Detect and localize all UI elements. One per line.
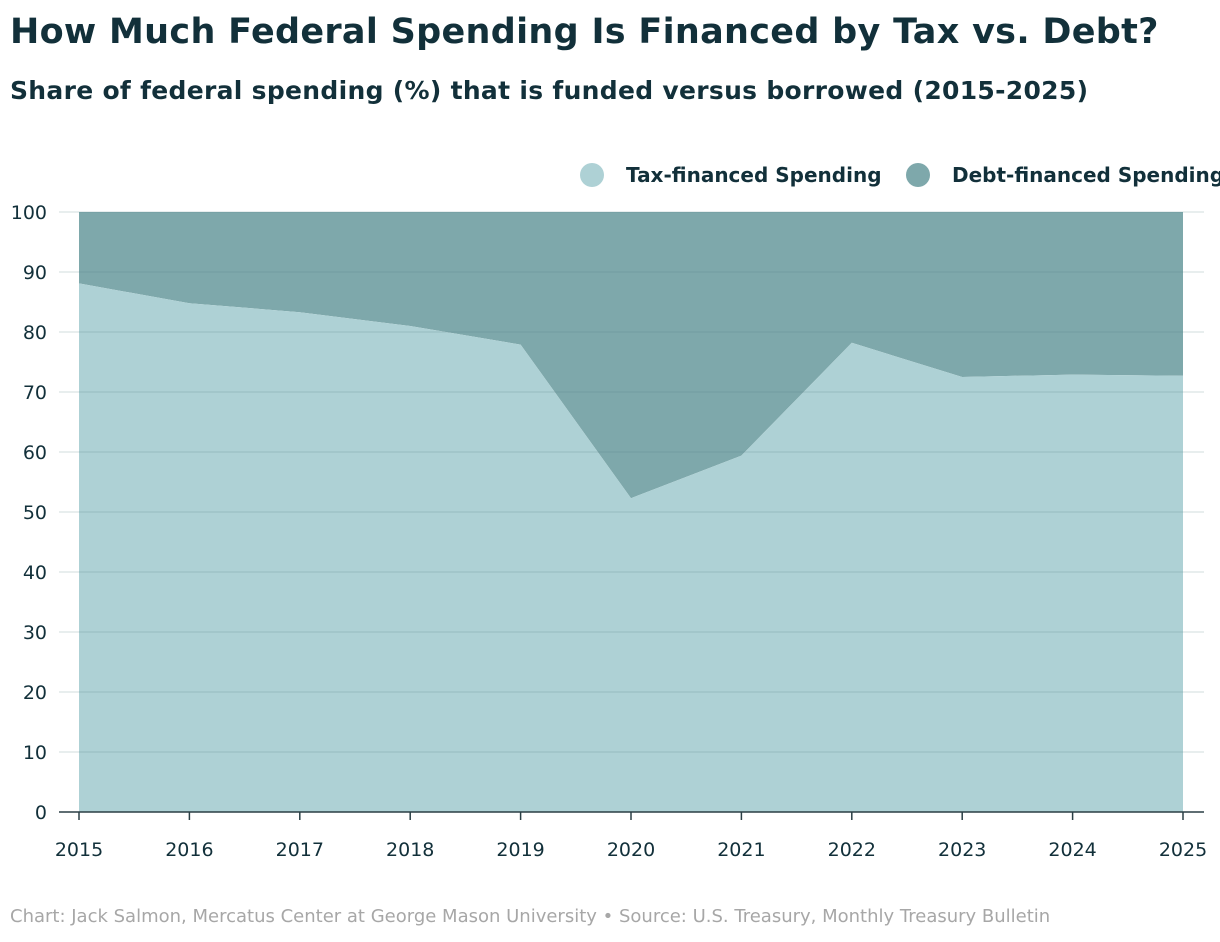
- y-tick-label-80: 80: [23, 322, 47, 344]
- y-tick-label-10: 10: [23, 742, 47, 764]
- chart-subtitle: Share of federal spending (%) that is fu…: [10, 76, 1089, 105]
- legend-item-tax: Tax-financed Spending: [580, 160, 882, 190]
- legend: Tax-financed Spending Debt-financed Spen…: [0, 160, 1220, 190]
- x-tick-label-2016: 2016: [165, 839, 213, 861]
- area-debt-financed: [79, 212, 1183, 499]
- y-tick-label-70: 70: [23, 382, 47, 404]
- chart-title: How Much Federal Spending Is Financed by…: [10, 12, 1159, 52]
- chart-credit: Chart: Jack Salmon, Mercatus Center at G…: [10, 906, 1051, 927]
- x-tick-label-2022: 2022: [828, 839, 876, 861]
- x-tick-label-2023: 2023: [938, 839, 986, 861]
- y-tick-label-30: 30: [23, 622, 47, 644]
- y-tick-label-40: 40: [23, 562, 47, 584]
- x-tick-label-2018: 2018: [386, 839, 434, 861]
- legend-label-debt: Debt-financed Spending: [952, 163, 1220, 187]
- legend-item-debt: Debt-financed Spending: [906, 160, 1220, 190]
- area-tax-financed: [79, 283, 1183, 812]
- legend-swatch-tax: [580, 163, 604, 187]
- x-tick-label-2020: 2020: [607, 839, 655, 861]
- x-tick-label-2019: 2019: [496, 839, 544, 861]
- y-tick-label-50: 50: [23, 502, 47, 524]
- x-tick-label-2015: 2015: [55, 839, 103, 861]
- y-tick-label-100: 100: [11, 202, 47, 224]
- y-tick-label-60: 60: [23, 442, 47, 464]
- x-tick-label-2025: 2025: [1159, 839, 1207, 861]
- area-chart: 0 10 20 30 40 50 60 70 80 90 100 2015 2016 2017 2018 20…: [11, 202, 1207, 861]
- legend-swatch-debt: [906, 163, 930, 187]
- x-tick-label-2017: 2017: [276, 839, 324, 861]
- x-tick-label-2024: 2024: [1048, 839, 1096, 861]
- y-tick-label-90: 90: [23, 262, 47, 284]
- legend-label-tax: Tax-financed Spending: [626, 163, 882, 187]
- x-tick-label-2021: 2021: [717, 839, 765, 861]
- y-tick-label-20: 20: [23, 682, 47, 704]
- y-tick-label-0: 0: [35, 802, 47, 824]
